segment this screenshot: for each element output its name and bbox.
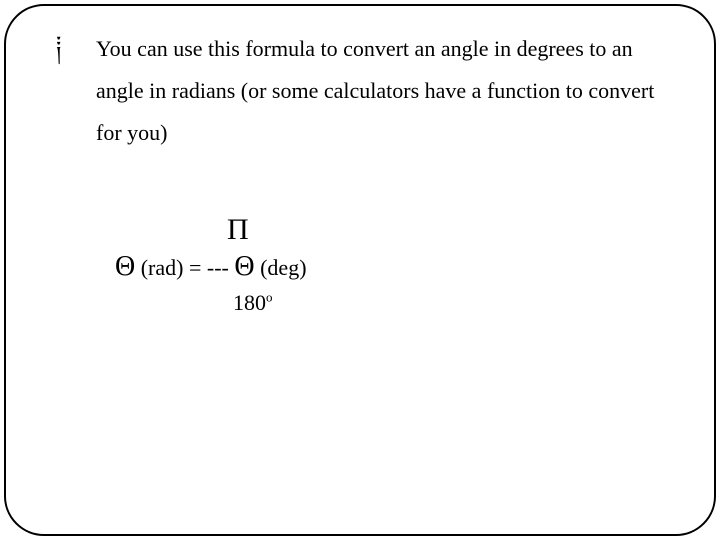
deg-label: (deg): [255, 255, 307, 280]
degree-superscript: o: [266, 290, 273, 305]
formula-numerator: Π: [115, 210, 307, 249]
denom-180: 180: [233, 290, 266, 315]
flourish-icon: ༐: [56, 34, 61, 58]
bullet-text: You can use this formula to convert an a…: [96, 28, 664, 153]
formula-denominator: 180o: [115, 289, 307, 318]
pi-symbol: Π: [227, 213, 249, 246]
slide: ༐ You can use this formula to convert an…: [0, 0, 720, 540]
formula: Π Θ (rad) = --- Θ (deg) 180o: [115, 210, 307, 318]
formula-main-line: Θ (rad) = --- Θ (deg): [115, 249, 307, 285]
bullet-item: ༐ You can use this formula to convert an…: [56, 28, 664, 153]
rad-equals-dashes: (rad) = ---: [135, 255, 234, 280]
slide-content: ༐ You can use this formula to convert an…: [56, 28, 664, 153]
theta-deg-symbol: Θ: [234, 251, 254, 282]
theta-rad-symbol: Θ: [115, 251, 135, 282]
